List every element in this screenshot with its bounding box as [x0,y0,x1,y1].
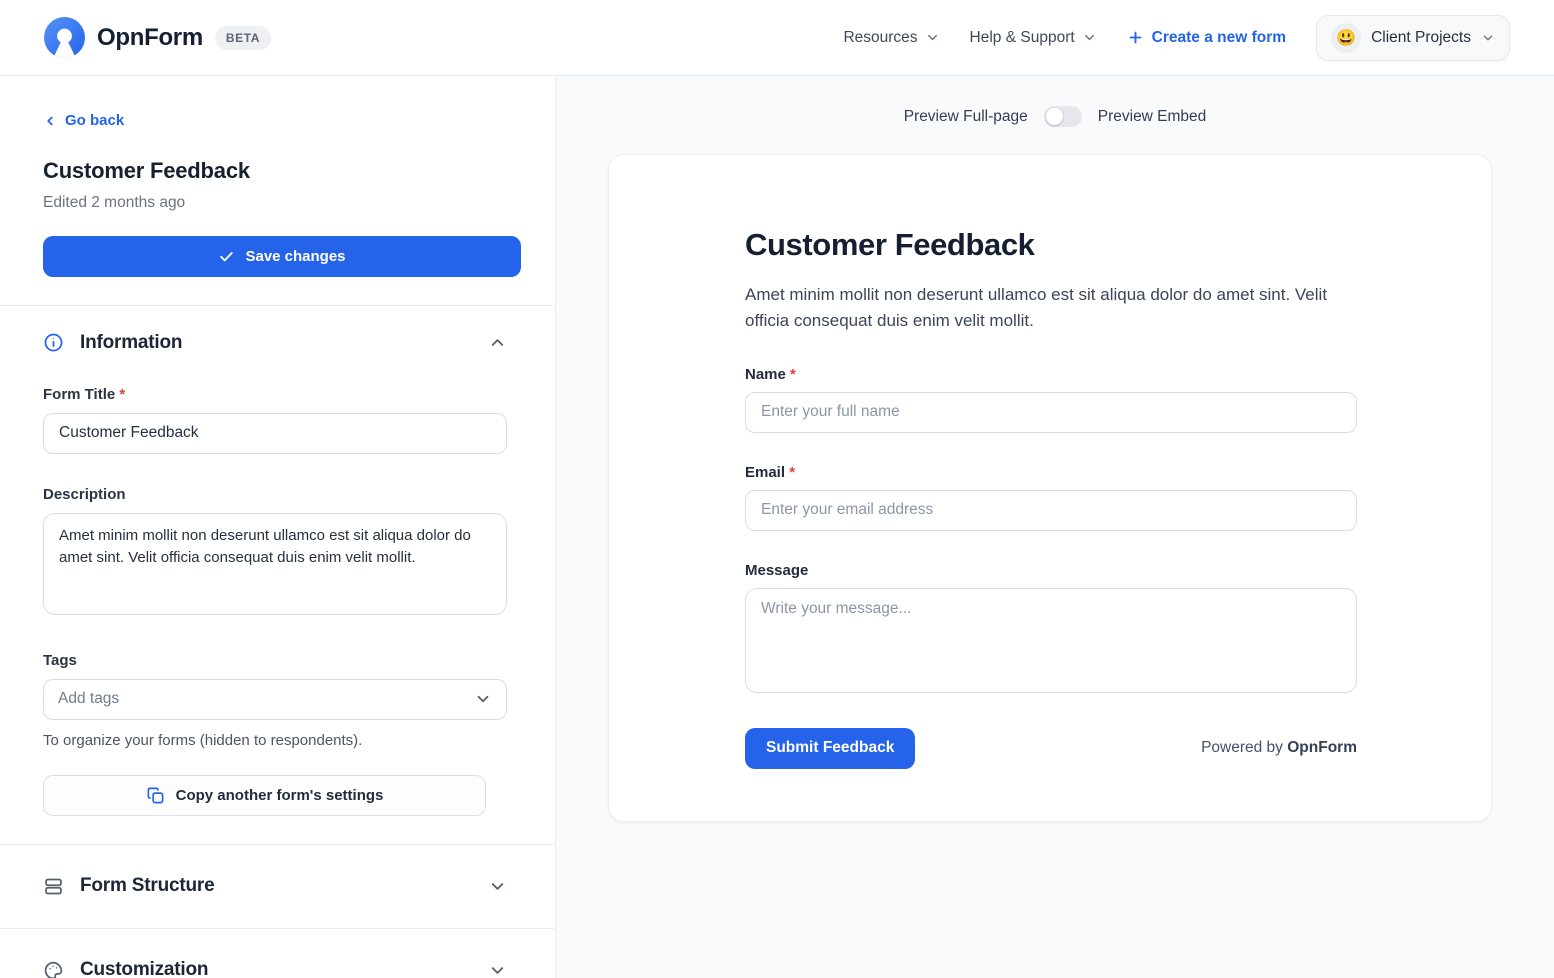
description-label: Description [43,485,126,503]
form-title-input[interactable] [43,412,507,454]
divider [0,927,555,929]
page-body: Go back Customer Feedback Edited 2 month… [0,76,1554,978]
name-label-text: Name [745,365,786,383]
beta-badge: BETA [214,25,272,50]
powered-by-brand: OpnForm [1287,739,1357,757]
palette-icon [43,960,64,978]
form-structure-section-header[interactable]: Form Structure [0,845,555,928]
edited-timestamp: Edited 2 months ago [43,193,186,211]
customization-section-header[interactable]: Customization [0,929,555,978]
toggle-knob [1045,108,1063,125]
form-title-label: Form Title * [43,386,507,403]
go-back-label: Go back [65,112,125,129]
powered-by: Powered by OpnForm [1201,739,1357,757]
create-new-form-button[interactable]: Create a new form [1127,29,1286,47]
sidebar-form-title: Customer Feedback [43,157,250,183]
required-asterisk: * [789,463,796,481]
email-label-text: Email [745,463,786,481]
workspace-switcher[interactable]: 😃 Client Projects [1316,14,1510,61]
tags-help-text: To organize your forms (hidden to respon… [43,731,363,749]
workspace-avatar: 😃 [1331,22,1362,53]
email-field-label: Email * [745,464,1357,481]
copy-form-settings-label: Copy another form's settings [175,786,384,804]
sidebar-top: Go back Customer Feedback Edited 2 month… [0,76,555,305]
save-changes-label: Save changes [245,247,346,265]
chevron-down-icon [1481,31,1495,45]
nav-help-support-label: Help & Support [969,28,1075,46]
required-asterisk: * [119,385,126,403]
save-changes-button[interactable]: Save changes [43,235,521,277]
tags-label: Tags [43,651,77,669]
tags-placeholder: Add tags [58,690,120,707]
powered-by-text: Powered by [1201,739,1283,757]
form-preview-card: Customer Feedback Amet minim mollit non … [608,154,1492,822]
chevron-down-icon[interactable] [488,877,507,896]
message-textarea[interactable] [745,587,1357,693]
chevron-down-icon [474,690,492,708]
preview-area: Preview Full-page Preview Embed Customer… [556,76,1554,978]
form-settings-sidebar: Go back Customer Feedback Edited 2 month… [0,76,556,978]
plus-icon [1127,29,1144,46]
name-input[interactable] [745,391,1357,433]
form-title-label-text: Form Title [43,385,116,403]
create-new-form-label: Create a new form [1151,28,1287,46]
form-structure-title: Form Structure [80,875,215,896]
description-textarea[interactable]: Amet minim mollit non deserunt ullamco e… [43,512,507,615]
rows-icon [43,876,64,897]
information-section: Information Form Title * Description Ame… [0,306,555,844]
tags-select[interactable]: Add tags [43,678,507,720]
preview-fullpage-label[interactable]: Preview Full-page [903,107,1028,125]
opnform-logo-icon [44,17,85,58]
nav-resources[interactable]: Resources [843,29,939,47]
chevron-up-icon[interactable] [488,333,507,352]
preview-card-footer: Submit Feedback Powered by OpnForm [745,727,1357,769]
email-input[interactable] [745,489,1357,531]
submit-feedback-button[interactable]: Submit Feedback [745,727,916,769]
header-nav: Resources Help & Support Create a new fo… [843,14,1510,61]
workspace-name: Client Projects [1371,28,1471,46]
chevron-left-icon [43,114,57,128]
customization-title: Customization [80,959,209,978]
preview-form-title: Customer Feedback [745,227,1035,262]
check-icon [218,248,235,265]
preview-mode-toggle[interactable] [1043,106,1082,127]
copy-icon [146,786,165,805]
divider [0,304,555,306]
information-section-header[interactable]: Information [43,332,507,354]
name-field-label: Name * [745,366,1357,383]
preview-mode-toggle-row: Preview Full-page Preview Embed [556,106,1554,127]
nav-help-support[interactable]: Help & Support [970,29,1097,47]
brand-name: OpnForm [97,23,203,51]
top-header: OpnForm BETA Resources Help & Support Cr… [0,0,1554,76]
preview-embed-label[interactable]: Preview Embed [1097,107,1207,125]
brand[interactable]: OpnForm BETA [44,17,272,58]
chevron-down-icon [1082,30,1097,45]
go-back-link[interactable]: Go back [43,112,124,129]
nav-resources-label: Resources [843,28,918,46]
message-field-label: Message [745,561,809,579]
information-section-title: Information [80,331,183,353]
chevron-down-icon[interactable] [488,961,507,978]
chevron-down-icon [925,30,940,45]
info-icon [43,332,64,353]
divider [0,843,555,845]
preview-form-description: Amet minim mollit non deserunt ullamco e… [745,285,1328,331]
required-asterisk: * [790,365,796,383]
copy-form-settings-button[interactable]: Copy another form's settings [43,774,486,816]
